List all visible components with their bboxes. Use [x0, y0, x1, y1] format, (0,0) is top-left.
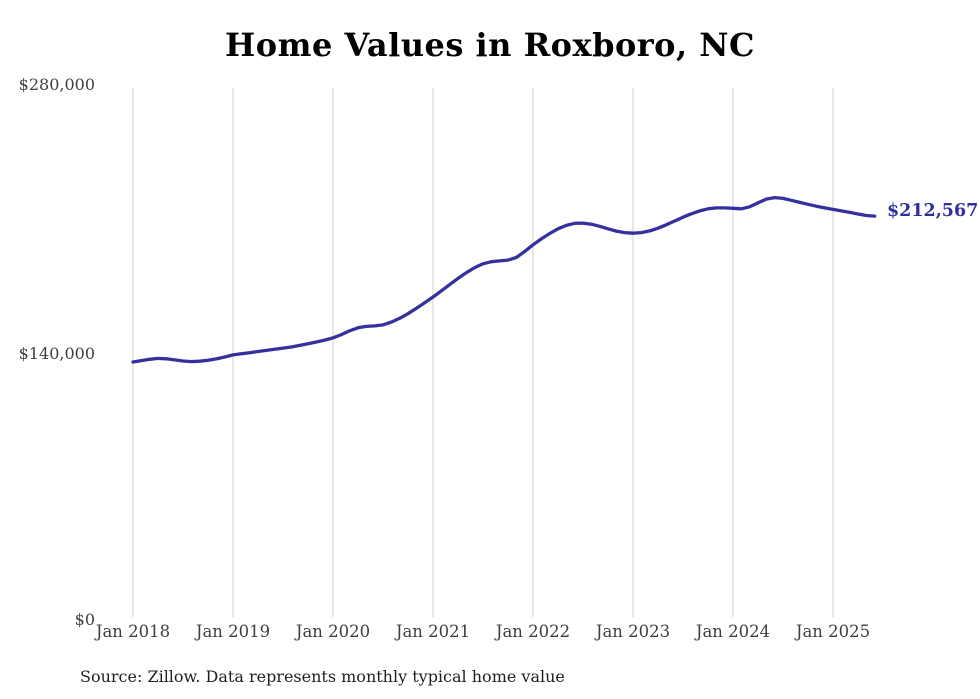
- y-axis-tick-label: $0: [74, 610, 95, 629]
- x-axis-tick-label: Jan 2019: [195, 622, 271, 641]
- x-axis-tick-label: Jan 2024: [695, 622, 771, 641]
- y-axis-tick-label: $140,000: [18, 344, 95, 363]
- x-axis-tick-label: Jan 2020: [295, 622, 371, 641]
- y-axis-tick-label: $280,000: [18, 75, 95, 94]
- x-axis-tick-label: Jan 2023: [595, 622, 671, 641]
- latest-value-label: $212,567: [887, 201, 979, 221]
- source-note: Source: Zillow. Data represents monthly …: [80, 667, 565, 686]
- x-axis-tick-label: Jan 2018: [95, 622, 171, 641]
- x-axis-tick-label: Jan 2025: [795, 622, 871, 641]
- value-line: [131, 195, 877, 364]
- chart-title: Home Values in Roxboro, NC: [225, 26, 755, 64]
- x-axis-tick-label: Jan 2022: [495, 622, 571, 641]
- x-axis-tick-label: Jan 2021: [395, 622, 471, 641]
